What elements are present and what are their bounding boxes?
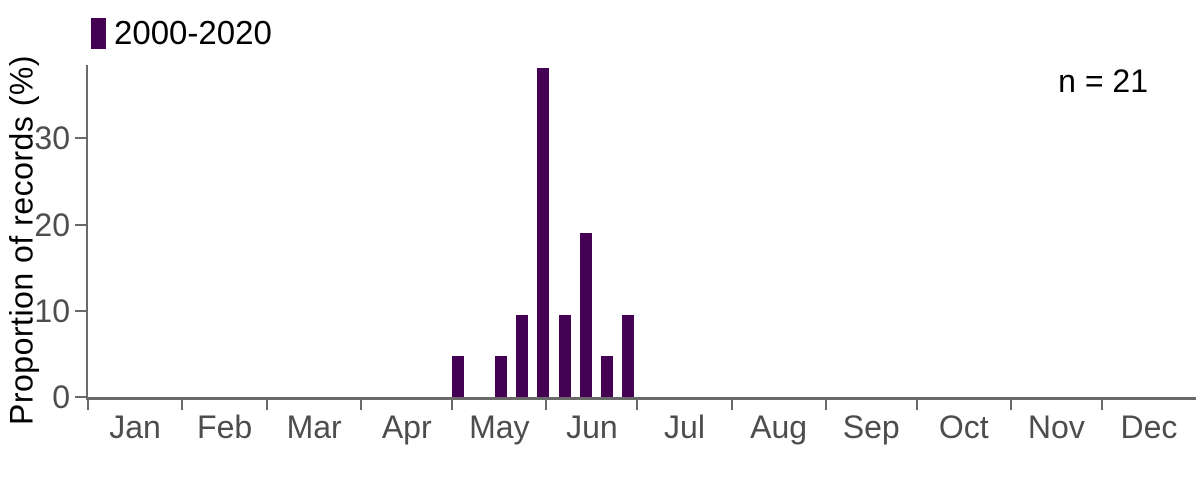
x-axis-tick bbox=[87, 400, 89, 410]
x-axis-month-label: Mar bbox=[286, 409, 342, 445]
x-axis-month-label: Jul bbox=[664, 409, 705, 445]
legend-label: 2000-2020 bbox=[114, 14, 272, 51]
x-axis-month-label: Apr bbox=[381, 409, 432, 445]
y-axis-tick bbox=[75, 396, 86, 398]
y-axis-tick-label: 10 bbox=[34, 292, 70, 329]
x-axis-tick bbox=[730, 400, 733, 410]
x-axis-month-label: Oct bbox=[938, 409, 989, 445]
x-axis-month-label: Feb bbox=[197, 409, 253, 445]
x-axis-tick bbox=[451, 400, 454, 410]
x-axis-tick bbox=[266, 400, 269, 410]
y-axis-tick-label: 30 bbox=[34, 120, 70, 157]
y-axis-tick-label: 20 bbox=[34, 206, 70, 243]
x-axis-tick bbox=[545, 400, 548, 410]
y-axis-tick bbox=[75, 223, 86, 226]
histogram-bar bbox=[601, 355, 614, 397]
histogram-bar bbox=[558, 314, 571, 397]
histogram-bar bbox=[622, 314, 635, 397]
histogram-bar bbox=[516, 314, 529, 397]
x-axis-month-label: May bbox=[469, 409, 530, 445]
x-axis-tick bbox=[636, 400, 639, 410]
x-axis-month-label: Sep bbox=[842, 409, 900, 445]
x-axis-month-label: Nov bbox=[1027, 409, 1085, 445]
histogram-bar bbox=[579, 232, 592, 397]
y-axis-tick-label: 0 bbox=[52, 379, 70, 415]
x-axis-month-label: Dec bbox=[1120, 409, 1178, 445]
x-axis-tick bbox=[1100, 400, 1103, 410]
x-axis-tick bbox=[181, 400, 184, 410]
histogram-bar bbox=[452, 355, 465, 397]
x-axis-tick bbox=[824, 400, 827, 410]
sample-size-annotation: n = 21 bbox=[1058, 63, 1148, 99]
x-axis-tick bbox=[360, 400, 363, 410]
y-axis-tick bbox=[75, 309, 86, 312]
legend: 2000-2020 bbox=[91, 16, 272, 50]
legend-swatch-icon bbox=[91, 17, 106, 49]
x-axis-tick bbox=[915, 400, 918, 410]
x-axis-tick bbox=[1009, 400, 1012, 410]
histogram-bar bbox=[537, 68, 550, 397]
x-axis-month-label: Jan bbox=[109, 409, 161, 445]
x-axis-month-label: Jun bbox=[566, 409, 618, 445]
plot-panel: 0 10 20 30 Jan Feb Mar Apr May Jun Jul Aug Sep Oct Nov… bbox=[34, 65, 1196, 443]
histogram-bar bbox=[494, 355, 507, 397]
y-axis-tick bbox=[75, 137, 86, 140]
x-axis-month-label: Aug bbox=[750, 409, 808, 445]
